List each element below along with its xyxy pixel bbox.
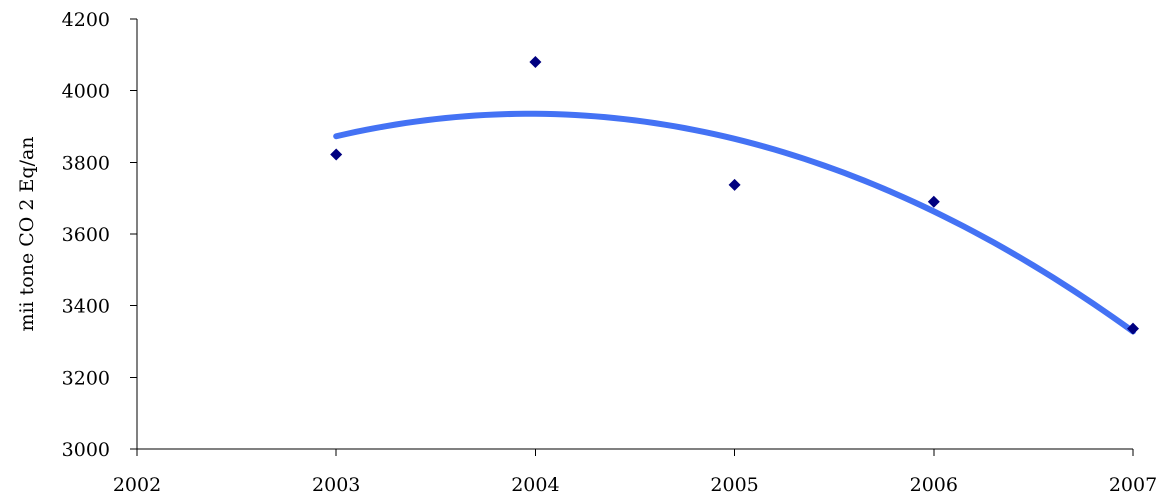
x-tick-label: 2006 [910, 474, 958, 496]
data-point [330, 148, 343, 161]
y-tick-label: 4200 [62, 9, 110, 31]
y-axis-ticks: 3000 3200 3400 3600 3800 4000 4200 [62, 9, 137, 461]
y-tick-label: 3200 [62, 367, 110, 389]
x-tick-label: 2004 [511, 474, 559, 496]
data-point [529, 56, 542, 68]
y-tick-label: 3000 [62, 439, 110, 461]
y-tick-label: 4000 [62, 81, 110, 103]
y-tick-label: 3600 [62, 224, 110, 246]
x-axis-ticks: 2002 2003 2004 2005 2006 2007 [113, 449, 1157, 496]
x-tick-label: 2003 [312, 474, 360, 496]
y-tick-label: 3400 [62, 296, 110, 318]
trendline [333, 110, 1136, 335]
x-tick-label: 2005 [710, 474, 758, 496]
data-point [728, 178, 741, 191]
x-tick-label: 2007 [1109, 474, 1157, 496]
y-tick-label: 3800 [62, 152, 110, 174]
y-axis-title: mii tone CO 2 Eq/an [16, 136, 38, 331]
data-point [1127, 322, 1139, 335]
data-point [927, 195, 940, 208]
data-points [330, 56, 1139, 335]
x-tick-label: 2002 [113, 474, 161, 496]
